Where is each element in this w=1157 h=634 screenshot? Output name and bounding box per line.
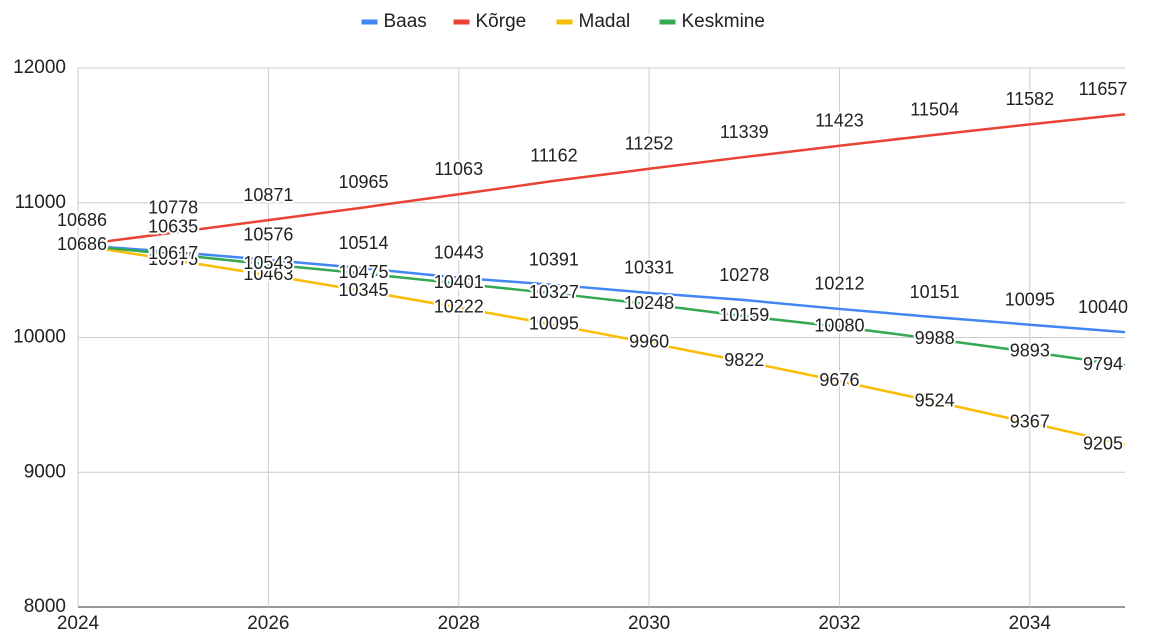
data-label: 10278: [719, 265, 769, 285]
y-tick-label: 10000: [13, 327, 66, 348]
x-tick-label: 2032: [818, 613, 860, 634]
legend-label: Keskmine: [682, 11, 765, 32]
data-label: 10617: [148, 243, 198, 263]
data-label: 10965: [339, 172, 389, 192]
data-label: 10543: [243, 253, 293, 273]
legend-label: Kõrge: [476, 11, 527, 32]
data-label: 10514: [339, 233, 389, 253]
series-line: [77, 243, 1126, 446]
y-tick-label: 12000: [13, 57, 66, 78]
data-label: 10095: [1005, 289, 1055, 309]
data-label: 10575: [148, 249, 198, 269]
data-label: 11339: [720, 122, 769, 142]
data-label: 10635: [148, 217, 198, 237]
data-label: 9205: [1083, 433, 1123, 453]
data-label: 10401: [434, 272, 484, 292]
data-label: 10463: [243, 264, 293, 284]
data-label: 10778: [148, 197, 198, 217]
data-label: 10345: [339, 280, 389, 300]
data-label: 10327: [529, 282, 579, 302]
data-label: 9988: [915, 328, 955, 348]
series-line: [77, 112, 1126, 247]
data-label: 9794: [1083, 354, 1123, 374]
data-label: 9960: [629, 332, 669, 352]
series-line: [77, 243, 1126, 367]
data-label: 9822: [724, 350, 764, 370]
data-label: 11063: [434, 159, 483, 179]
data-label: 9676: [819, 370, 859, 390]
x-tick-label: 2028: [438, 613, 480, 634]
y-tick-label: 11000: [15, 192, 66, 213]
data-label: 10212: [814, 274, 864, 294]
data-label: 11252: [625, 134, 674, 154]
legend-label: Baas: [384, 11, 427, 32]
data-label: 10686: [57, 234, 107, 254]
data-label: 10686: [57, 210, 107, 230]
data-label: 10248: [624, 293, 674, 313]
data-label: 11162: [530, 146, 577, 166]
data-label: 9367: [1010, 412, 1050, 432]
data-label: 11582: [1005, 89, 1054, 109]
data-label: 11504: [910, 100, 959, 120]
data-label: 10443: [434, 243, 484, 263]
data-label: 11657: [1079, 79, 1128, 99]
x-tick-label: 2024: [57, 613, 100, 634]
data-label: 10686: [57, 210, 107, 230]
data-label: 11423: [815, 111, 864, 131]
data-label: 10159: [719, 305, 769, 325]
x-tick-label: 2034: [1009, 613, 1052, 634]
y-tick-label: 8000: [24, 596, 66, 617]
legend-label: Madal: [579, 11, 631, 32]
x-tick-label: 2026: [247, 613, 289, 634]
data-label: 9893: [1010, 341, 1050, 361]
data-label: 10080: [814, 315, 864, 335]
data-label: 9524: [915, 390, 955, 410]
series-line: [77, 243, 1126, 334]
data-label: 10222: [434, 296, 484, 316]
data-label: 10331: [624, 258, 674, 278]
data-label: 10040: [1078, 297, 1128, 317]
data-label: 10871: [243, 185, 293, 205]
data-label: 10391: [529, 250, 579, 270]
data-label: 10686: [57, 234, 107, 254]
x-tick-label: 2030: [628, 613, 670, 634]
data-label: 10151: [910, 282, 960, 302]
data-label: 10095: [529, 313, 579, 333]
y-tick-label: 9000: [24, 461, 66, 482]
data-label: 10475: [339, 262, 389, 282]
data-label: 10576: [243, 225, 293, 245]
